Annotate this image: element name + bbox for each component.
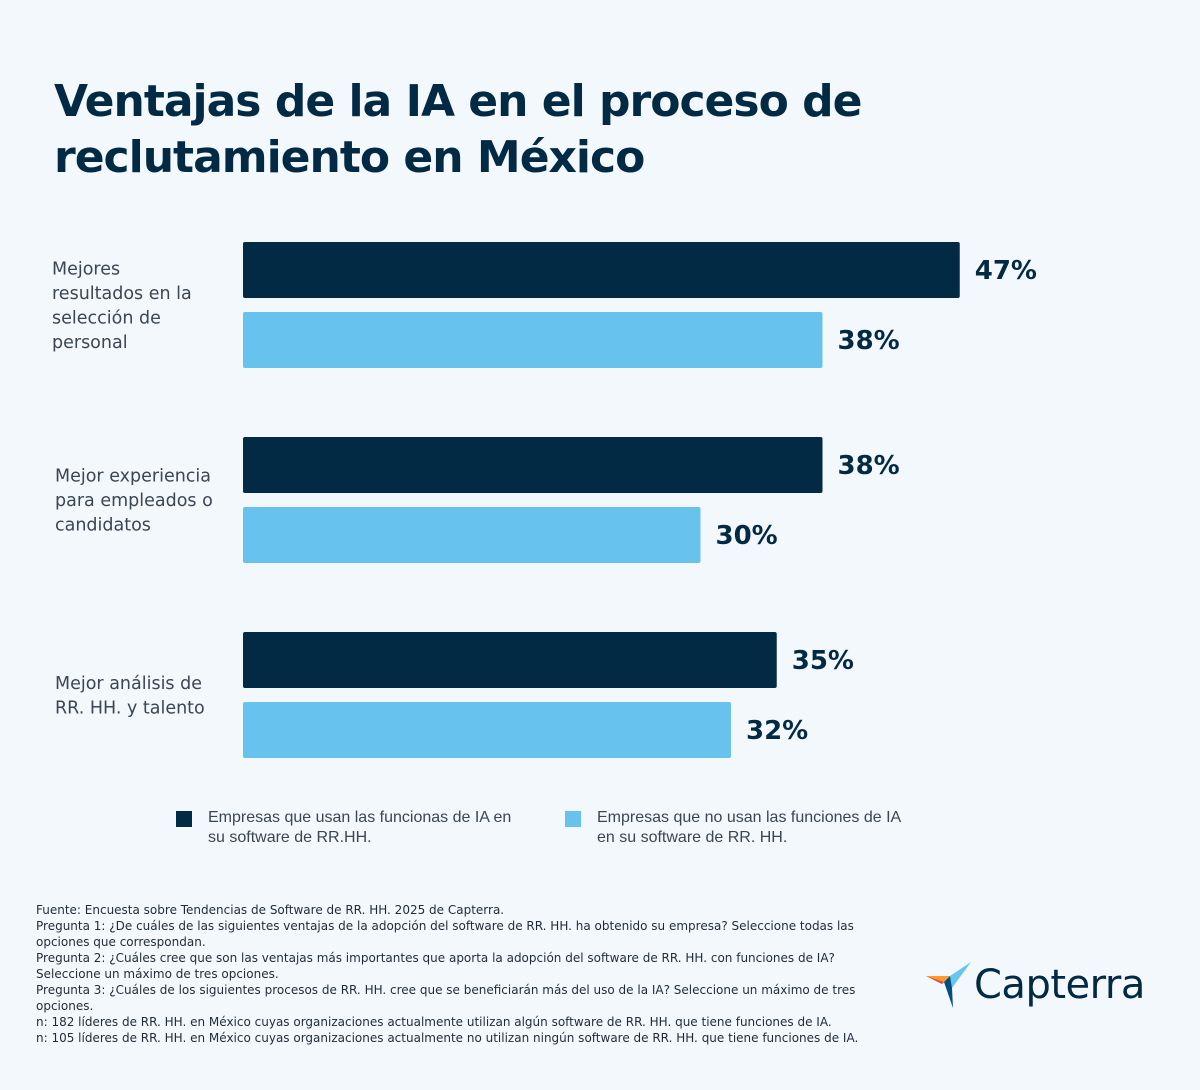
bar-chart: Mejores resultados en la selección de perso… <box>52 242 1037 758</box>
value-label-ai-users-2: 38% <box>838 451 900 481</box>
footnote-question-2: Pregunta 2: ¿Cuáles cree que son las ven… <box>36 951 835 981</box>
category-label-line: Mejores <box>52 259 120 279</box>
value-label-ai-users-3: 35% <box>792 646 854 676</box>
bar-ai-users-1 <box>243 242 960 298</box>
capterra-logo-text: Capterra <box>974 962 1145 1008</box>
category-label-line: personal <box>52 333 128 353</box>
category-label-line: candidatos <box>55 516 151 536</box>
category-label-line: Mejor análisis de <box>55 674 202 694</box>
bar-non-ai-users-3 <box>243 702 731 758</box>
bar-ai-users-2 <box>243 437 823 493</box>
category-label-line: resultados en la <box>52 284 192 304</box>
category-label-line: selección de <box>52 308 161 328</box>
chart-title: Ventajas de la IA en el proceso de reclu… <box>54 74 1054 186</box>
legend-label-ai-users: Empresas que usan las funcionas de IA en… <box>208 809 512 846</box>
legend-swatch-non-ai-users <box>565 811 581 827</box>
bar-ai-users-3 <box>243 632 777 688</box>
footnote-source: Fuente: Encuesta sobre Tendencias de Sof… <box>36 903 505 917</box>
footnote-sample-1: n: 182 líderes de RR. HH. en México cuya… <box>36 1015 832 1029</box>
category-label-3: Mejor análisis de RR. HH. y talento <box>55 674 205 719</box>
legend-item-ai-users: Empresas que usan las funcionas de IA en… <box>176 808 516 848</box>
footnote-sample-2: n: 105 líderes de RR. HH. en México cuya… <box>36 1031 859 1045</box>
category-label-line: RR. HH. y talento <box>55 698 205 718</box>
footnote-question-1: Pregunta 1: ¿De cuáles de las siguientes… <box>36 919 854 949</box>
bar-non-ai-users-1 <box>243 312 823 368</box>
chart-title-line-1: Ventajas de la IA en el proceso de <box>54 76 862 127</box>
bar-non-ai-users-2 <box>243 507 701 563</box>
legend-label-non-ai-users: Empresas que no usan las funciones de IA… <box>597 809 901 846</box>
value-label-ai-users-1: 47% <box>975 256 1037 286</box>
category-label-line: Mejor experiencia <box>55 467 211 487</box>
value-label-non-ai-users-1: 38% <box>838 326 900 356</box>
footnote-question-3: Pregunta 3: ¿Cuáles de los siguientes pr… <box>36 983 856 1013</box>
chart-title-line-2: reclutamiento en México <box>54 132 645 183</box>
category-label-1: Mejores resultados en la selección de perso… <box>52 259 192 353</box>
footnotes: Fuente: Encuesta sobre Tendencias de Sof… <box>36 902 866 1046</box>
capterra-logo: Capterra <box>924 958 1154 1014</box>
category-label-line: para empleados o <box>55 491 213 511</box>
legend-item-non-ai-users: Empresas que no usan las funciones de IA… <box>565 808 905 848</box>
legend-swatch-ai-users <box>176 811 192 827</box>
value-label-non-ai-users-2: 30% <box>716 521 778 551</box>
capterra-arrow-icon <box>926 962 971 1008</box>
category-label-2: Mejor experiencia para empleados o candida… <box>55 467 213 536</box>
value-label-non-ai-users-3: 32% <box>746 716 808 746</box>
